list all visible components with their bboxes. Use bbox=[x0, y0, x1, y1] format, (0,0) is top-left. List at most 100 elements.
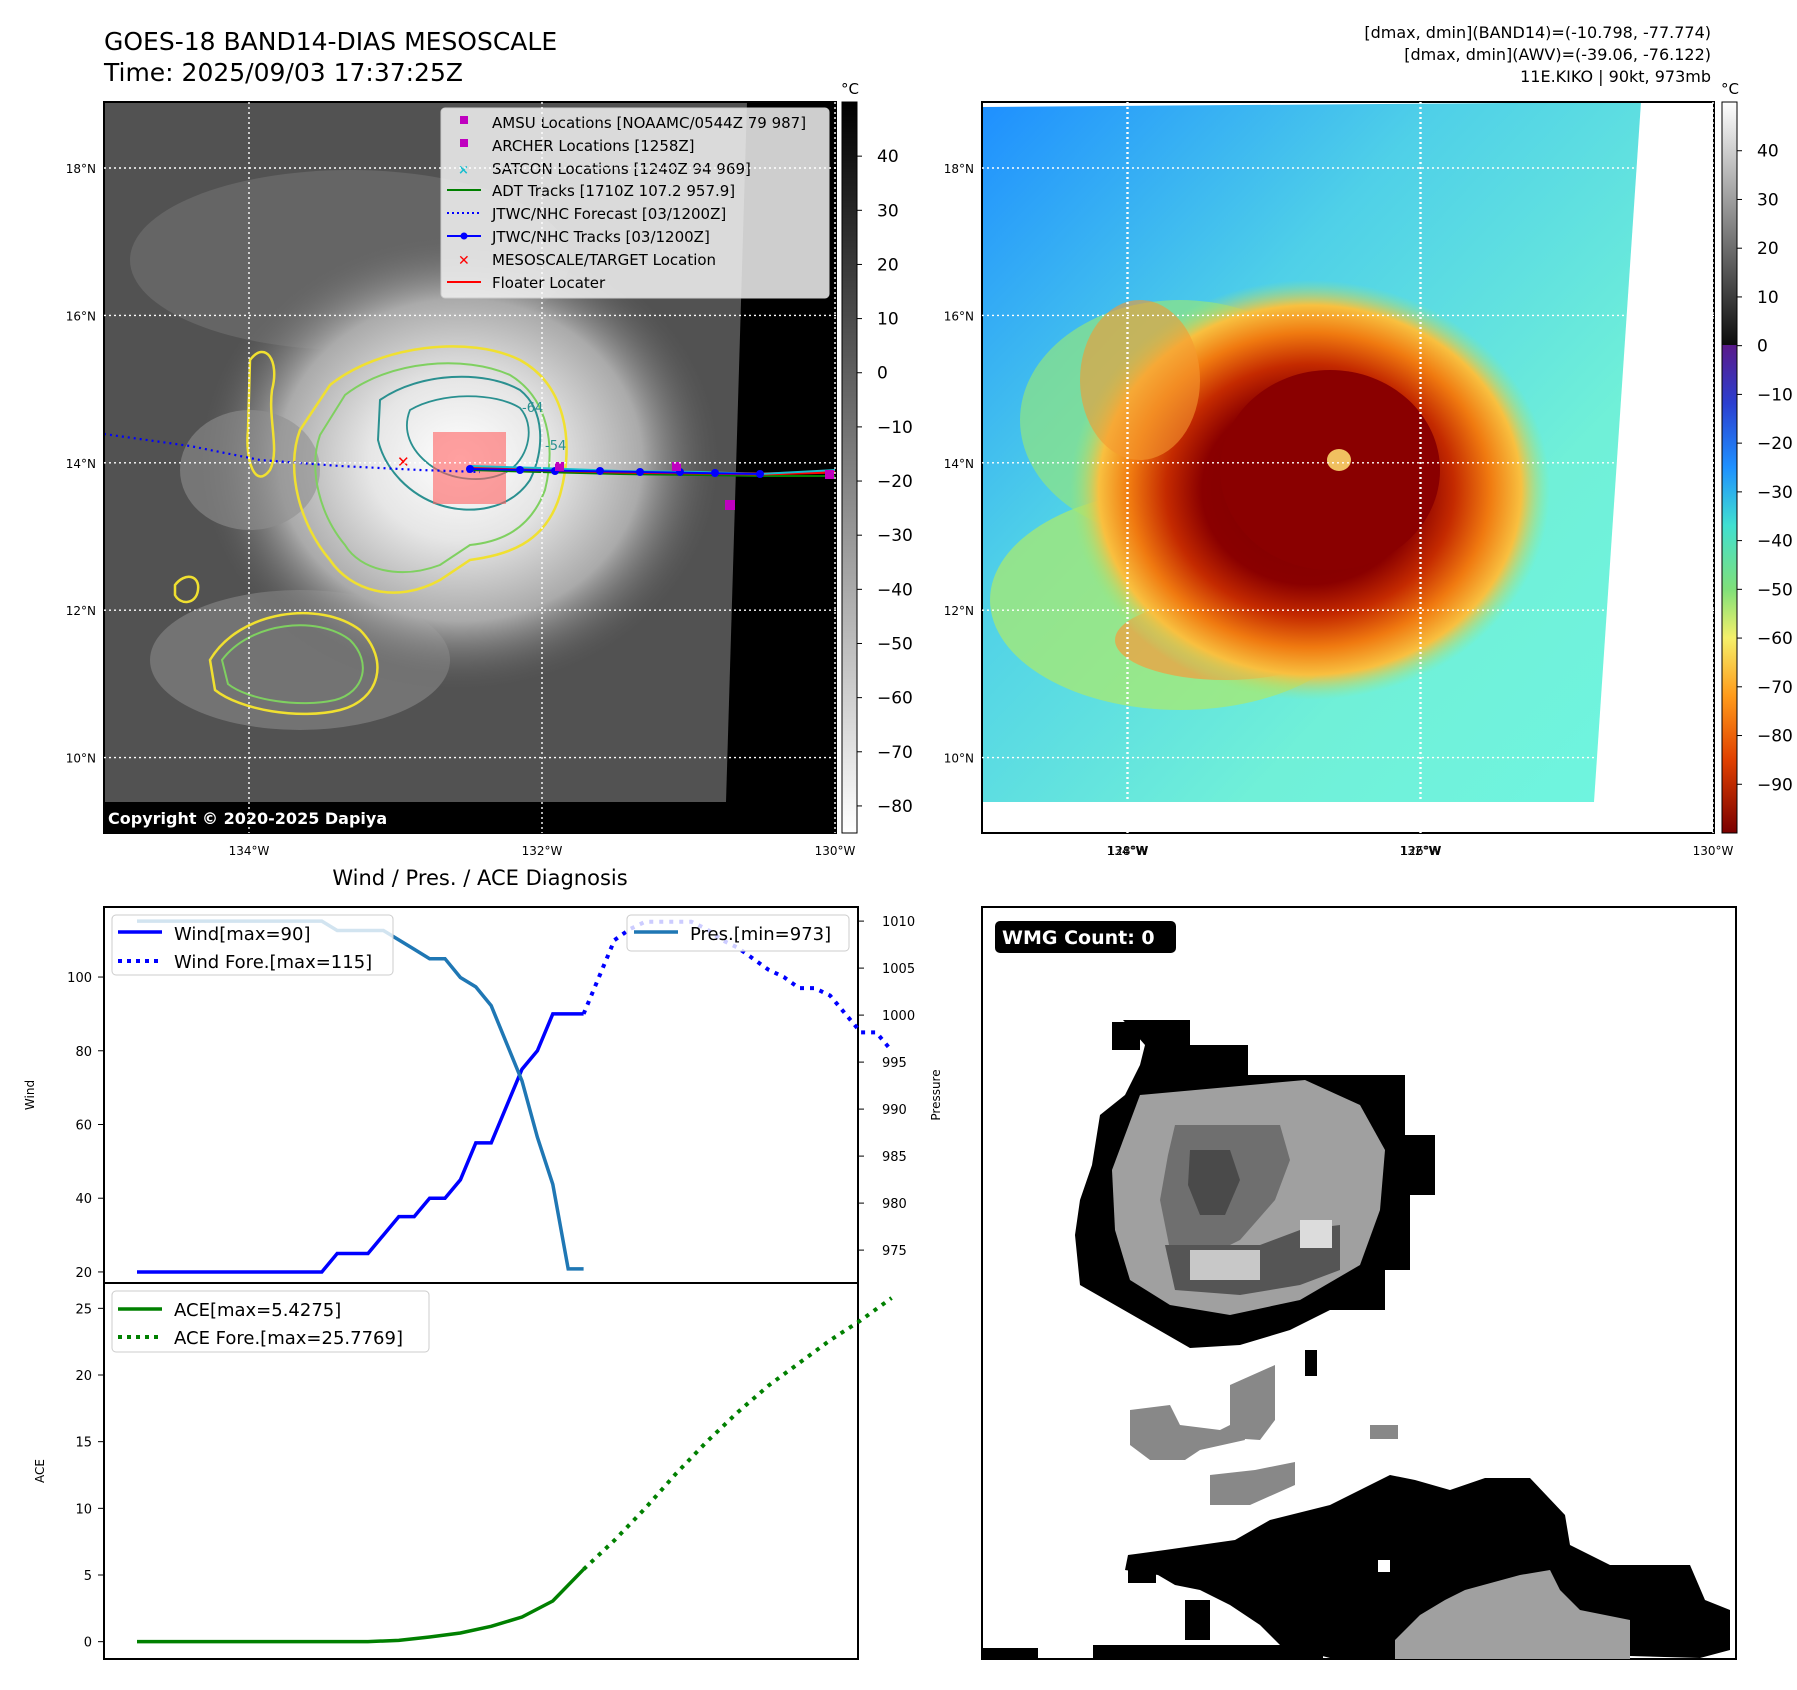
awv-lat-label: 12°N bbox=[944, 604, 974, 618]
awv-colorbar-tick-label: −90 bbox=[1757, 775, 1793, 795]
ace-tick-label: 25 bbox=[75, 1302, 92, 1317]
map-gridlines: 18°N 16°N 14°N 12°N 10°N 134°W 132°W 130°W 128°W… bbox=[66, 102, 1734, 858]
target-location-marker: ✕ bbox=[397, 453, 410, 471]
awv-colorbar-unit: °C bbox=[1721, 80, 1739, 98]
figure-time: Time: 2025/09/03 17:37:25Z bbox=[103, 58, 463, 87]
awv-frame bbox=[981, 101, 1715, 834]
pressure-legend: Pres.[min=973] bbox=[626, 914, 850, 952]
ir-lat-label: 18°N bbox=[66, 162, 96, 176]
wind-pressure-chart: Wind Pressure 20 40 60 80 100 975 980 985 990 99… bbox=[23, 906, 943, 1284]
ace-chart: ACE 0 5 10 15 20 25 ACE[max=5.4275] ACE Fore.… bbox=[33, 1282, 893, 1660]
contour-label-54: -54 bbox=[545, 439, 566, 454]
wind-tick-label: 60 bbox=[75, 1118, 92, 1133]
svg-text:✕: ✕ bbox=[458, 253, 470, 269]
ir-colorbar-tick-label: −50 bbox=[877, 634, 913, 654]
pressure-tick-label: 985 bbox=[882, 1150, 907, 1165]
wmg-panel: WMG Count: 0 bbox=[981, 906, 1737, 1660]
awv-lon-label: 132°W bbox=[1400, 844, 1441, 858]
wind-tick-label: 80 bbox=[75, 1045, 92, 1060]
awv-colorbar-tick-label: −20 bbox=[1757, 434, 1793, 454]
legend-archer: ARCHER Locations [1258Z] bbox=[492, 137, 695, 155]
legend-target: MESOSCALE/TARGET Location bbox=[492, 251, 716, 269]
ir-colorbar-tick-label: 0 bbox=[877, 364, 888, 384]
amsu-points bbox=[555, 462, 834, 510]
awv-lat-label: 10°N bbox=[944, 752, 974, 766]
awv-colorbar-tick-label: −10 bbox=[1757, 385, 1793, 405]
wind-legend: Wind[max=90] Wind Fore.[max=115] bbox=[111, 914, 394, 976]
ir-lat-label: 10°N bbox=[66, 752, 96, 766]
awv-colorbar-tick-label: −30 bbox=[1757, 483, 1793, 503]
ir-lon-label: 128°W bbox=[1108, 844, 1149, 858]
legend-satcon: SATCON Locations [1240Z 94 969] bbox=[492, 160, 751, 178]
pressure-tick-label: 1010 bbox=[882, 915, 915, 930]
wind-tick-label: 40 bbox=[75, 1192, 92, 1207]
awv-colorbar bbox=[1721, 101, 1738, 834]
legend-pressure: Pres.[min=973] bbox=[690, 924, 831, 945]
wmg-badge bbox=[995, 921, 1176, 953]
diag-title: Wind / Pres. / ACE Diagnosis bbox=[332, 866, 627, 890]
awv-colorbar-warm bbox=[1722, 102, 1737, 345]
ir-colorbar-tick-label: −40 bbox=[877, 580, 913, 600]
ir-colorbar-tick-label: 40 bbox=[877, 147, 899, 167]
pressure-tick-label: 1000 bbox=[882, 1009, 915, 1024]
legend-floater: Floater Locater bbox=[492, 274, 606, 292]
awv-colorbar-tick-label: −70 bbox=[1757, 678, 1793, 698]
stats-storm: 11E.KIKO | 90kt, 973mb bbox=[1520, 67, 1711, 86]
adt-track bbox=[469, 469, 836, 477]
ir-lon-label: 130°W bbox=[815, 844, 856, 858]
ace-tick-label: 20 bbox=[75, 1369, 92, 1384]
pressure-tick-label: 995 bbox=[882, 1056, 907, 1071]
figure-title: GOES-18 BAND14-DIAS MESOSCALE bbox=[104, 27, 557, 56]
ir-colorbar-tick-label: −30 bbox=[877, 526, 913, 546]
ir-colorbar bbox=[841, 101, 858, 834]
legend-ace-forecast: ACE Fore.[max=25.7769] bbox=[174, 1328, 403, 1349]
wind-tick-label: 100 bbox=[67, 971, 92, 986]
wmg-image bbox=[982, 1020, 1730, 1659]
pressure-axis-label: Pressure bbox=[929, 1069, 943, 1120]
awv-colorbar-cold bbox=[1722, 345, 1737, 833]
legend-nhc-tracks: JTWC/NHC Tracks [03/1200Z] bbox=[491, 228, 710, 246]
ace-axis-ticks: 0 5 10 15 20 25 bbox=[75, 1302, 104, 1651]
nhc-track-points bbox=[466, 465, 764, 478]
ir-colorbar-tick-label: 10 bbox=[877, 310, 899, 330]
ace-tick-label: 0 bbox=[84, 1636, 92, 1651]
legend-wind: Wind[max=90] bbox=[174, 924, 311, 945]
awv-colorbar-tick-label: 30 bbox=[1757, 190, 1779, 210]
ir-frame bbox=[103, 101, 837, 834]
ir-colorbar-tick-label: −20 bbox=[877, 472, 913, 492]
series-wind bbox=[137, 1012, 584, 1274]
series-ace bbox=[137, 1568, 585, 1644]
ir-legend: AMSU Locations [NOAAMC/0544Z 79 987] ARC… bbox=[440, 107, 830, 299]
awv-colorbar-tick-label: −60 bbox=[1757, 629, 1793, 649]
legend-wind-forecast: Wind Fore.[max=115] bbox=[174, 952, 372, 973]
ir-lon-label: 134°W bbox=[229, 844, 270, 858]
awv-lon-label: 134°W bbox=[1107, 844, 1148, 858]
ir-lat-label: 12°N bbox=[66, 604, 96, 618]
awv-colorbar-tick-label: 0 bbox=[1757, 337, 1768, 357]
awv-image bbox=[982, 102, 1714, 833]
svg-text:×: × bbox=[458, 163, 469, 178]
stats-awv: [dmax, dmin](AWV)=(-39.06, -76.122) bbox=[1404, 45, 1711, 64]
ir-colorbar-unit: °C bbox=[841, 80, 859, 98]
legend-ace: ACE[max=5.4275] bbox=[174, 1300, 341, 1321]
ir-colorbar-tick-label: −80 bbox=[877, 797, 913, 817]
wmg-count: WMG Count: 0 bbox=[1002, 927, 1155, 949]
awv-colorbar-tick-label: 40 bbox=[1757, 142, 1779, 162]
copyright: Copyright © 2020-2025 Dapiya bbox=[108, 809, 387, 828]
awv-colorbar-tick-label: −50 bbox=[1757, 580, 1793, 600]
ir-lat-label: 14°N bbox=[66, 457, 96, 471]
pressure-axis-ticks: 975 980 985 990 995 1000 1005 1010 bbox=[858, 915, 915, 1259]
pressure-tick-label: 980 bbox=[882, 1197, 907, 1212]
legend-forecast: JTWC/NHC Forecast [03/1200Z] bbox=[491, 205, 726, 223]
legend-amsu: AMSU Locations [NOAAMC/0544Z 79 987] bbox=[492, 114, 806, 132]
ace-tick-label: 10 bbox=[75, 1502, 92, 1517]
ir-colorbar-tick-label: 20 bbox=[877, 255, 899, 275]
contour-label-64: -64 bbox=[522, 401, 543, 416]
pressure-tick-label: 975 bbox=[882, 1244, 907, 1259]
ace-tick-label: 15 bbox=[75, 1436, 92, 1451]
ace-tick-label: 5 bbox=[84, 1569, 92, 1584]
wind-tick-label: 20 bbox=[75, 1266, 92, 1281]
ir-lon-label: 126°W bbox=[1401, 844, 1442, 858]
awv-colorbar-ticks: 40 30 20 10 0 −10 −20 −30 −40 −50 −60 −70 −80 −90 bbox=[1737, 142, 1793, 795]
